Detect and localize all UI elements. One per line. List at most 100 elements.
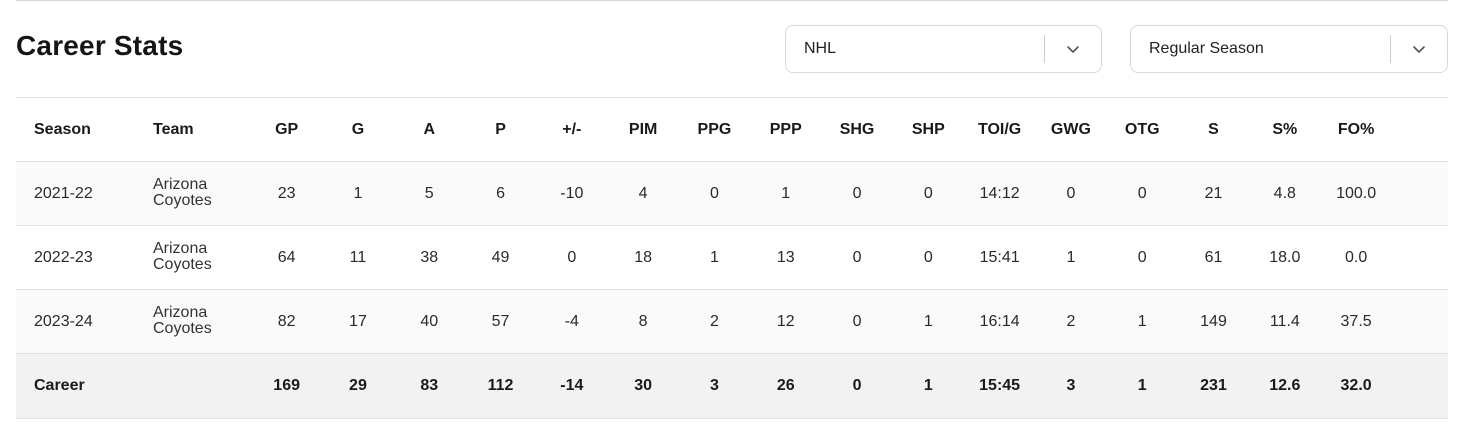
cell-s-pct: 4.8 — [1273, 184, 1296, 202]
cell-fo-pct: 0.0 — [1344, 248, 1368, 266]
column-header-fo-pct[interactable]: FO% — [1337, 120, 1375, 138]
team-name: Arizona Coyotes — [153, 240, 212, 273]
total-shp: 1 — [923, 377, 933, 394]
total-shg: 0 — [852, 377, 862, 394]
cell-ppg: 2 — [709, 312, 719, 330]
total-g: 29 — [349, 377, 367, 394]
cell-toi-g: 16:14 — [979, 312, 1020, 330]
cell-gp: 23 — [277, 184, 296, 202]
cell-otg: 0 — [1137, 184, 1147, 202]
cell-toi-g: 14:12 — [979, 184, 1020, 202]
cell-plus-minus: 0 — [567, 248, 577, 266]
cell-gp: 82 — [277, 312, 296, 330]
cell-gwg: 0 — [1066, 184, 1076, 202]
cell-gwg: 1 — [1066, 248, 1076, 266]
cell-season: 2021-22 — [34, 184, 93, 202]
cell-p: 6 — [496, 184, 505, 202]
table-row: 2021-22 Arizona Coyotes 23 1 5 6 -10 4 0 1 0 0 14:12… — [16, 162, 1448, 226]
cell-s-pct: 11.4 — [1269, 312, 1300, 330]
cell-plus-minus: -10 — [560, 184, 584, 202]
cell-shg: 0 — [852, 312, 862, 330]
league-select[interactable]: NHL — [785, 25, 1102, 73]
cell-fo-pct: 100.0 — [1336, 184, 1377, 202]
total-otg: 1 — [1137, 377, 1147, 394]
total-p: 112 — [487, 377, 514, 394]
cell-shg: 0 — [852, 184, 862, 202]
cell-ppp: 12 — [776, 312, 795, 330]
cell-gp: 64 — [277, 248, 296, 266]
column-header-shg[interactable]: SHG — [839, 120, 875, 138]
cell-team: Arizona Coyotes — [153, 177, 251, 210]
cell-g: 17 — [349, 312, 367, 330]
cell-otg: 1 — [1137, 312, 1147, 330]
column-header-ppg[interactable]: PPG — [697, 120, 732, 138]
column-header-gp[interactable]: GP — [275, 120, 299, 138]
league-select-value: NHL — [804, 40, 837, 57]
column-header-s-pct[interactable]: S% — [1272, 120, 1298, 138]
cell-s: 61 — [1204, 248, 1223, 266]
column-header-s[interactable]: S — [1208, 120, 1219, 138]
column-header-pim[interactable]: PIM — [628, 120, 658, 138]
column-header-p[interactable]: P — [495, 120, 506, 138]
season-type-select-value: Regular Season — [1149, 40, 1264, 57]
total-toi-g: 15:45 — [979, 377, 1021, 394]
cell-p: 49 — [491, 248, 510, 266]
total-plus-minus: -14 — [560, 377, 584, 394]
cell-s: 21 — [1204, 184, 1223, 202]
cell-toi-g: 15:41 — [979, 248, 1020, 266]
cell-season: 2022-23 — [34, 248, 93, 266]
column-header-plus-minus[interactable]: +/- — [562, 120, 582, 138]
career-total-row: Career 169 29 83 112 -14 30 3 26 0 1 15:45 3 1 231 12.6… — [16, 354, 1448, 419]
column-header-team[interactable]: Team — [153, 120, 194, 138]
cell-a: 40 — [420, 312, 439, 330]
total-gwg: 3 — [1066, 377, 1076, 394]
cell-a: 5 — [424, 184, 434, 202]
table-row: 2023-24 Arizona Coyotes 82 17 40 57 -4 8 2 12 0 1 16… — [16, 290, 1448, 354]
cell-shp: 1 — [923, 312, 933, 330]
page-title: Career Stats — [16, 30, 184, 61]
cell-ppg: 1 — [709, 248, 719, 266]
cell-otg: 0 — [1137, 248, 1147, 266]
cell-pim: 8 — [638, 312, 648, 330]
cell-shp: 0 — [923, 248, 933, 266]
total-s: 231 — [1200, 377, 1227, 394]
team-name: Arizona Coyotes — [153, 304, 212, 337]
season-type-select[interactable]: Regular Season — [1130, 25, 1448, 73]
column-header-otg[interactable]: OTG — [1124, 120, 1160, 138]
cell-team: Arizona Coyotes — [153, 241, 251, 274]
column-header-shp[interactable]: SHP — [911, 120, 945, 138]
cell-p: 57 — [491, 312, 510, 330]
cell-season: 2023-24 — [34, 312, 93, 330]
cell-g: 1 — [353, 184, 363, 202]
cell-ppp: 1 — [781, 184, 791, 202]
chevron-down-icon[interactable] — [1045, 41, 1101, 57]
total-ppp: 26 — [776, 377, 795, 394]
team-name: Arizona Coyotes — [153, 176, 212, 209]
cell-s-pct: 18.0 — [1269, 248, 1301, 266]
cell-gwg: 2 — [1066, 312, 1076, 330]
top-divider — [16, 0, 1448, 1]
cell-pim: 18 — [634, 248, 653, 266]
cell-shg: 0 — [852, 248, 862, 266]
column-header-season[interactable]: Season — [34, 120, 91, 138]
total-fo-pct: 32.0 — [1340, 377, 1372, 394]
column-header-toi-g[interactable]: TOI/G — [977, 120, 1022, 138]
cell-fo-pct: 37.5 — [1340, 312, 1372, 330]
cell-pim: 4 — [638, 184, 648, 202]
column-header-a[interactable]: A — [423, 120, 436, 138]
total-s-pct: 12.6 — [1269, 377, 1301, 394]
column-header-gwg[interactable]: GWG — [1050, 120, 1091, 138]
season-type-select-divider — [1390, 35, 1391, 63]
cell-g: 11 — [349, 248, 367, 266]
total-ppg: 3 — [709, 377, 719, 394]
chevron-down-icon[interactable] — [1391, 41, 1447, 57]
column-header-ppp[interactable]: PPP — [769, 120, 802, 138]
cell-ppp: 13 — [776, 248, 795, 266]
table-header-row: Season Team GP G A P +/- PIM PPG PPP SHG SHP TOI/G GW… — [16, 98, 1448, 162]
cell-ppg: 0 — [709, 184, 719, 202]
total-a: 83 — [420, 377, 439, 394]
league-select-divider — [1044, 35, 1045, 63]
cell-a: 38 — [420, 248, 439, 266]
cell-plus-minus: -4 — [564, 312, 579, 330]
column-header-g[interactable]: G — [351, 120, 365, 138]
